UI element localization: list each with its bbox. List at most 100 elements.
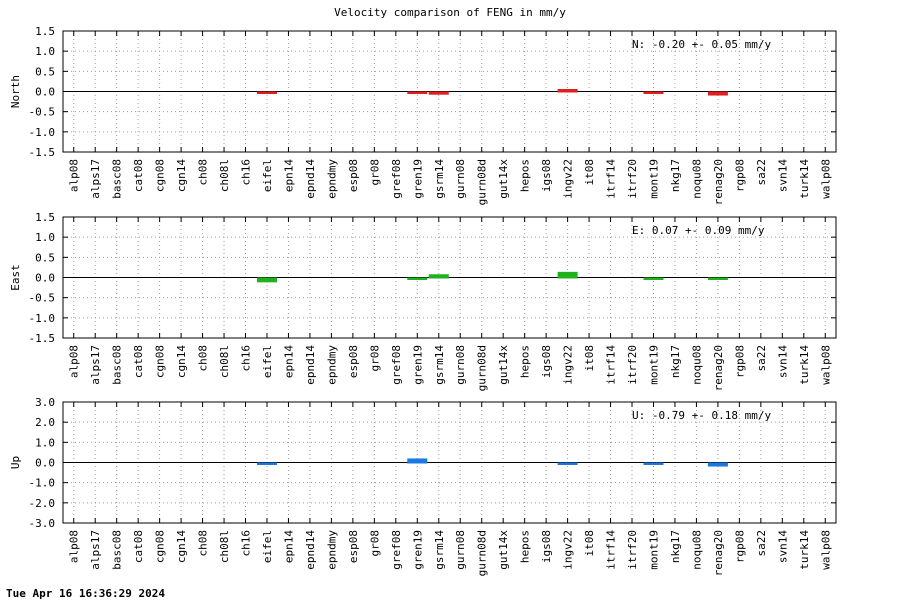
x-tick-label: gurn08 (454, 345, 467, 385)
x-tick-label: nkg17 (669, 159, 682, 192)
bar-mont19 (643, 277, 664, 280)
x-tick-label: hepos (519, 345, 532, 378)
stats-annotation: N: -0.20 +- 0.05 mm/y (632, 38, 771, 51)
x-tick-label: it08 (583, 345, 596, 372)
bar-gsrm14 (428, 274, 449, 279)
bar-eifel (256, 462, 277, 465)
x-tick-label: cat08 (132, 159, 145, 192)
x-tick-label: gut14x (497, 159, 510, 199)
y-tick-label: -1.5 (29, 332, 56, 345)
y-tick-label: 1.0 (35, 45, 55, 58)
x-tick-label: alps17 (89, 530, 102, 570)
x-tick-label: renag20 (712, 345, 725, 391)
y-axis-label: North (9, 75, 22, 108)
x-tick-label: gr08 (368, 345, 381, 372)
x-tick-label: gr08 (368, 530, 381, 557)
y-tick-label: 3.0 (35, 396, 55, 409)
x-tick-label: ch08 (197, 345, 210, 372)
x-tick-label: turk14 (798, 345, 811, 385)
x-tick-label: epn14 (282, 159, 295, 192)
x-tick-label: gut14x (497, 345, 510, 385)
x-tick-label: mont19 (647, 345, 660, 385)
x-tick-label: cgn08 (154, 530, 167, 563)
bar-renag20 (707, 277, 728, 280)
bar-mont19 (643, 91, 664, 94)
x-tick-label: renag20 (712, 159, 725, 205)
x-tick-label: noqu08 (690, 159, 703, 199)
y-tick-label: 1.0 (35, 436, 55, 449)
x-tick-label: epndmy (325, 530, 338, 570)
x-tick-label: basc08 (111, 159, 124, 199)
x-tick-label: alp08 (68, 159, 81, 192)
x-tick-label: svn14 (776, 345, 789, 378)
x-tick-label: rgp08 (733, 159, 746, 192)
stats-annotation: E: 0.07 +- 0.09 mm/y (632, 224, 765, 237)
plot-frame (62, 216, 837, 339)
x-tick-label: mont19 (647, 159, 660, 199)
x-tick-label: cat08 (132, 530, 145, 563)
y-axis-label: East (9, 264, 22, 291)
x-tick-label: esp08 (347, 345, 360, 378)
x-tick-label: svn14 (776, 159, 789, 192)
x-tick-label: eifel (261, 345, 274, 378)
x-tick-label: alp08 (68, 530, 81, 563)
y-tick-label: -3.0 (29, 517, 56, 530)
x-tick-label: svn14 (776, 530, 789, 563)
x-tick-label: sa22 (755, 159, 768, 186)
x-tick-label: gsrm14 (433, 345, 446, 385)
y-tick-label: -0.5 (29, 292, 56, 305)
bar-ingv22 (557, 271, 578, 279)
y-tick-label: 0.0 (35, 86, 55, 99)
y-tick-label: 0.5 (35, 251, 55, 264)
y-tick-label: -1.5 (29, 146, 56, 159)
x-tick-label: esp08 (347, 159, 360, 192)
x-tick-label: ch08l (218, 530, 231, 563)
panel-north: -1.5 -1.0 -0.5 0.0 0.5 1.0 1.5 alp08 alps17 basc0… (9, 25, 837, 205)
x-tick-label: gurn08d (476, 530, 489, 576)
x-tick-label: sa22 (755, 530, 768, 557)
x-tick-label: rgp08 (733, 530, 746, 563)
x-tick-label: cat08 (132, 345, 145, 378)
x-tick-label: cgn14 (175, 345, 188, 378)
x-tick-label: hepos (519, 159, 532, 192)
bar-ingv22 (557, 462, 578, 465)
x-tick-label: alp08 (68, 345, 81, 378)
x-tick-label: eifel (261, 530, 274, 563)
x-tick-label: hepos (519, 530, 532, 563)
x-tick-label: ch08l (218, 345, 231, 378)
x-tick-label: gurn08 (454, 530, 467, 570)
x-tick-label: gurn08 (454, 159, 467, 199)
x-tick-label: epn14 (282, 530, 295, 563)
x-tick-label: cgn14 (175, 530, 188, 563)
y-tick-label: -0.5 (29, 106, 56, 119)
panel-up: -3.0 -2.0 -1.0 0.0 1.0 2.0 3.0 alp08 alps17 basc0… (9, 396, 837, 576)
x-tick-label: itrf20 (626, 159, 639, 199)
bar-gren19 (407, 458, 428, 464)
x-tick-label: basc08 (111, 530, 124, 570)
x-tick-label: renag20 (712, 530, 725, 576)
x-tick-label: ch08l (218, 159, 231, 192)
panel-east: -1.5 -1.0 -0.5 0.0 0.5 1.0 1.5 alp08 alps17 basc0… (9, 211, 837, 391)
x-tick-label: turk14 (798, 530, 811, 570)
x-tick-label: epndmy (325, 159, 338, 199)
plot-frame (62, 401, 837, 524)
x-tick-label: cgn14 (175, 159, 188, 192)
bar-ingv22 (557, 89, 578, 93)
x-tick-label: ch08 (197, 530, 210, 557)
x-tick-label: turk14 (798, 159, 811, 199)
x-tick-label: ch08 (197, 159, 210, 186)
bar-gren19 (407, 91, 428, 94)
x-tick-label: eifel (261, 159, 274, 192)
x-tick-label: gref08 (390, 530, 403, 570)
x-tick-label: basc08 (111, 345, 124, 385)
x-tick-label: ch16 (240, 159, 253, 186)
x-tick-label: gsrm14 (433, 159, 446, 199)
x-tick-label: epnd14 (304, 530, 317, 570)
bar-mont19 (643, 462, 664, 465)
x-tick-label: gren19 (411, 345, 424, 385)
y-tick-label: 1.0 (35, 231, 55, 244)
bar-gren19 (407, 277, 428, 280)
plot-frame (62, 30, 837, 153)
